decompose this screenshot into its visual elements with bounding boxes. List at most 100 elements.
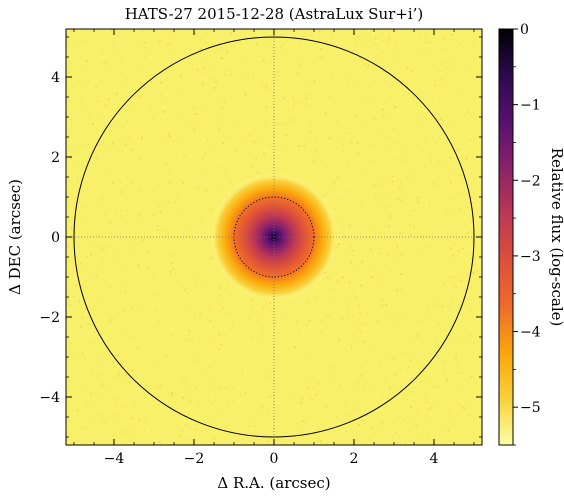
noise-speck <box>204 283 207 286</box>
noise-speck <box>141 239 144 242</box>
noise-speck <box>303 83 306 86</box>
noise-speck <box>132 427 135 430</box>
noise-speck <box>390 349 393 352</box>
noise-speck <box>270 145 273 148</box>
noise-speck <box>197 124 200 126</box>
noise-speck <box>217 294 220 297</box>
noise-speck <box>146 430 149 433</box>
noise-speck <box>159 93 162 96</box>
noise-speck <box>292 103 295 106</box>
noise-speck <box>254 416 257 419</box>
noise-speck <box>329 196 332 199</box>
noise-speck <box>135 94 138 97</box>
noise-speck <box>383 276 385 279</box>
noise-speck <box>449 247 452 250</box>
noise-speck <box>112 44 115 46</box>
noise-speck <box>309 124 312 127</box>
noise-speck <box>337 52 340 55</box>
noise-speck <box>285 443 288 445</box>
noise-speck <box>341 227 344 229</box>
noise-speck <box>286 134 289 137</box>
colorbar-tick-label: −2 <box>520 173 541 189</box>
noise-speck <box>193 314 196 317</box>
noise-speck <box>370 393 373 396</box>
noise-speck <box>95 192 98 195</box>
noise-speck <box>175 116 178 119</box>
noise-speck <box>256 171 259 174</box>
noise-speck <box>159 229 161 232</box>
noise-speck <box>364 172 367 175</box>
noise-speck <box>385 303 387 306</box>
noise-speck <box>352 314 355 317</box>
noise-speck <box>459 174 462 177</box>
noise-speck <box>396 289 399 292</box>
noise-speck <box>339 193 342 196</box>
noise-speck <box>69 157 72 160</box>
noise-speck <box>480 172 482 175</box>
noise-speck <box>428 380 431 383</box>
noise-speck <box>388 38 391 41</box>
noise-speck <box>355 342 357 345</box>
noise-speck <box>262 152 265 155</box>
noise-speck <box>393 241 396 243</box>
noise-speck <box>223 121 226 124</box>
noise-speck <box>446 121 449 124</box>
noise-speck <box>426 41 429 44</box>
noise-speck <box>179 151 182 154</box>
noise-speck <box>229 73 232 76</box>
noise-speck <box>462 174 464 177</box>
noise-speck <box>183 380 186 383</box>
noise-speck <box>102 297 105 299</box>
noise-speck <box>101 198 104 200</box>
noise-speck <box>193 348 196 351</box>
noise-speck <box>361 260 363 263</box>
noise-speck <box>130 306 133 309</box>
noise-speck <box>406 67 409 70</box>
noise-speck <box>251 164 254 166</box>
noise-speck <box>423 165 426 168</box>
noise-speck <box>336 219 339 222</box>
noise-speck <box>121 405 124 408</box>
noise-speck <box>415 36 418 39</box>
noise-speck <box>270 45 273 48</box>
noise-speck <box>171 392 174 395</box>
noise-speck <box>84 388 87 391</box>
noise-speck <box>117 414 120 417</box>
noise-speck <box>138 189 141 192</box>
noise-speck <box>144 55 147 58</box>
noise-speck <box>70 118 73 121</box>
noise-speck <box>117 303 120 306</box>
noise-speck <box>86 255 88 258</box>
noise-speck <box>66 34 69 36</box>
noise-speck <box>326 192 329 195</box>
noise-speck <box>218 122 221 125</box>
noise-speck <box>210 257 213 259</box>
noise-speck <box>422 217 425 220</box>
noise-speck <box>424 137 427 140</box>
noise-speck <box>395 151 398 154</box>
noise-speck <box>323 67 326 70</box>
noise-speck <box>215 205 217 208</box>
noise-speck <box>211 78 214 81</box>
noise-speck <box>76 162 79 165</box>
noise-speck <box>206 61 209 64</box>
noise-speck <box>186 291 189 294</box>
noise-speck <box>238 387 241 390</box>
noise-speck <box>477 204 480 207</box>
noise-speck <box>364 424 366 427</box>
noise-speck <box>292 36 294 39</box>
noise-speck <box>343 72 346 75</box>
noise-speck <box>431 413 434 416</box>
noise-speck <box>199 171 202 174</box>
noise-speck <box>120 210 123 212</box>
noise-speck <box>188 422 191 425</box>
noise-speck <box>134 228 137 231</box>
noise-speck <box>172 268 175 271</box>
noise-speck <box>159 210 162 213</box>
noise-speck <box>155 247 158 250</box>
noise-speck <box>296 72 299 74</box>
noise-speck <box>426 414 429 417</box>
noise-speck <box>224 328 226 331</box>
noise-speck <box>115 254 118 257</box>
noise-speck <box>345 433 348 436</box>
